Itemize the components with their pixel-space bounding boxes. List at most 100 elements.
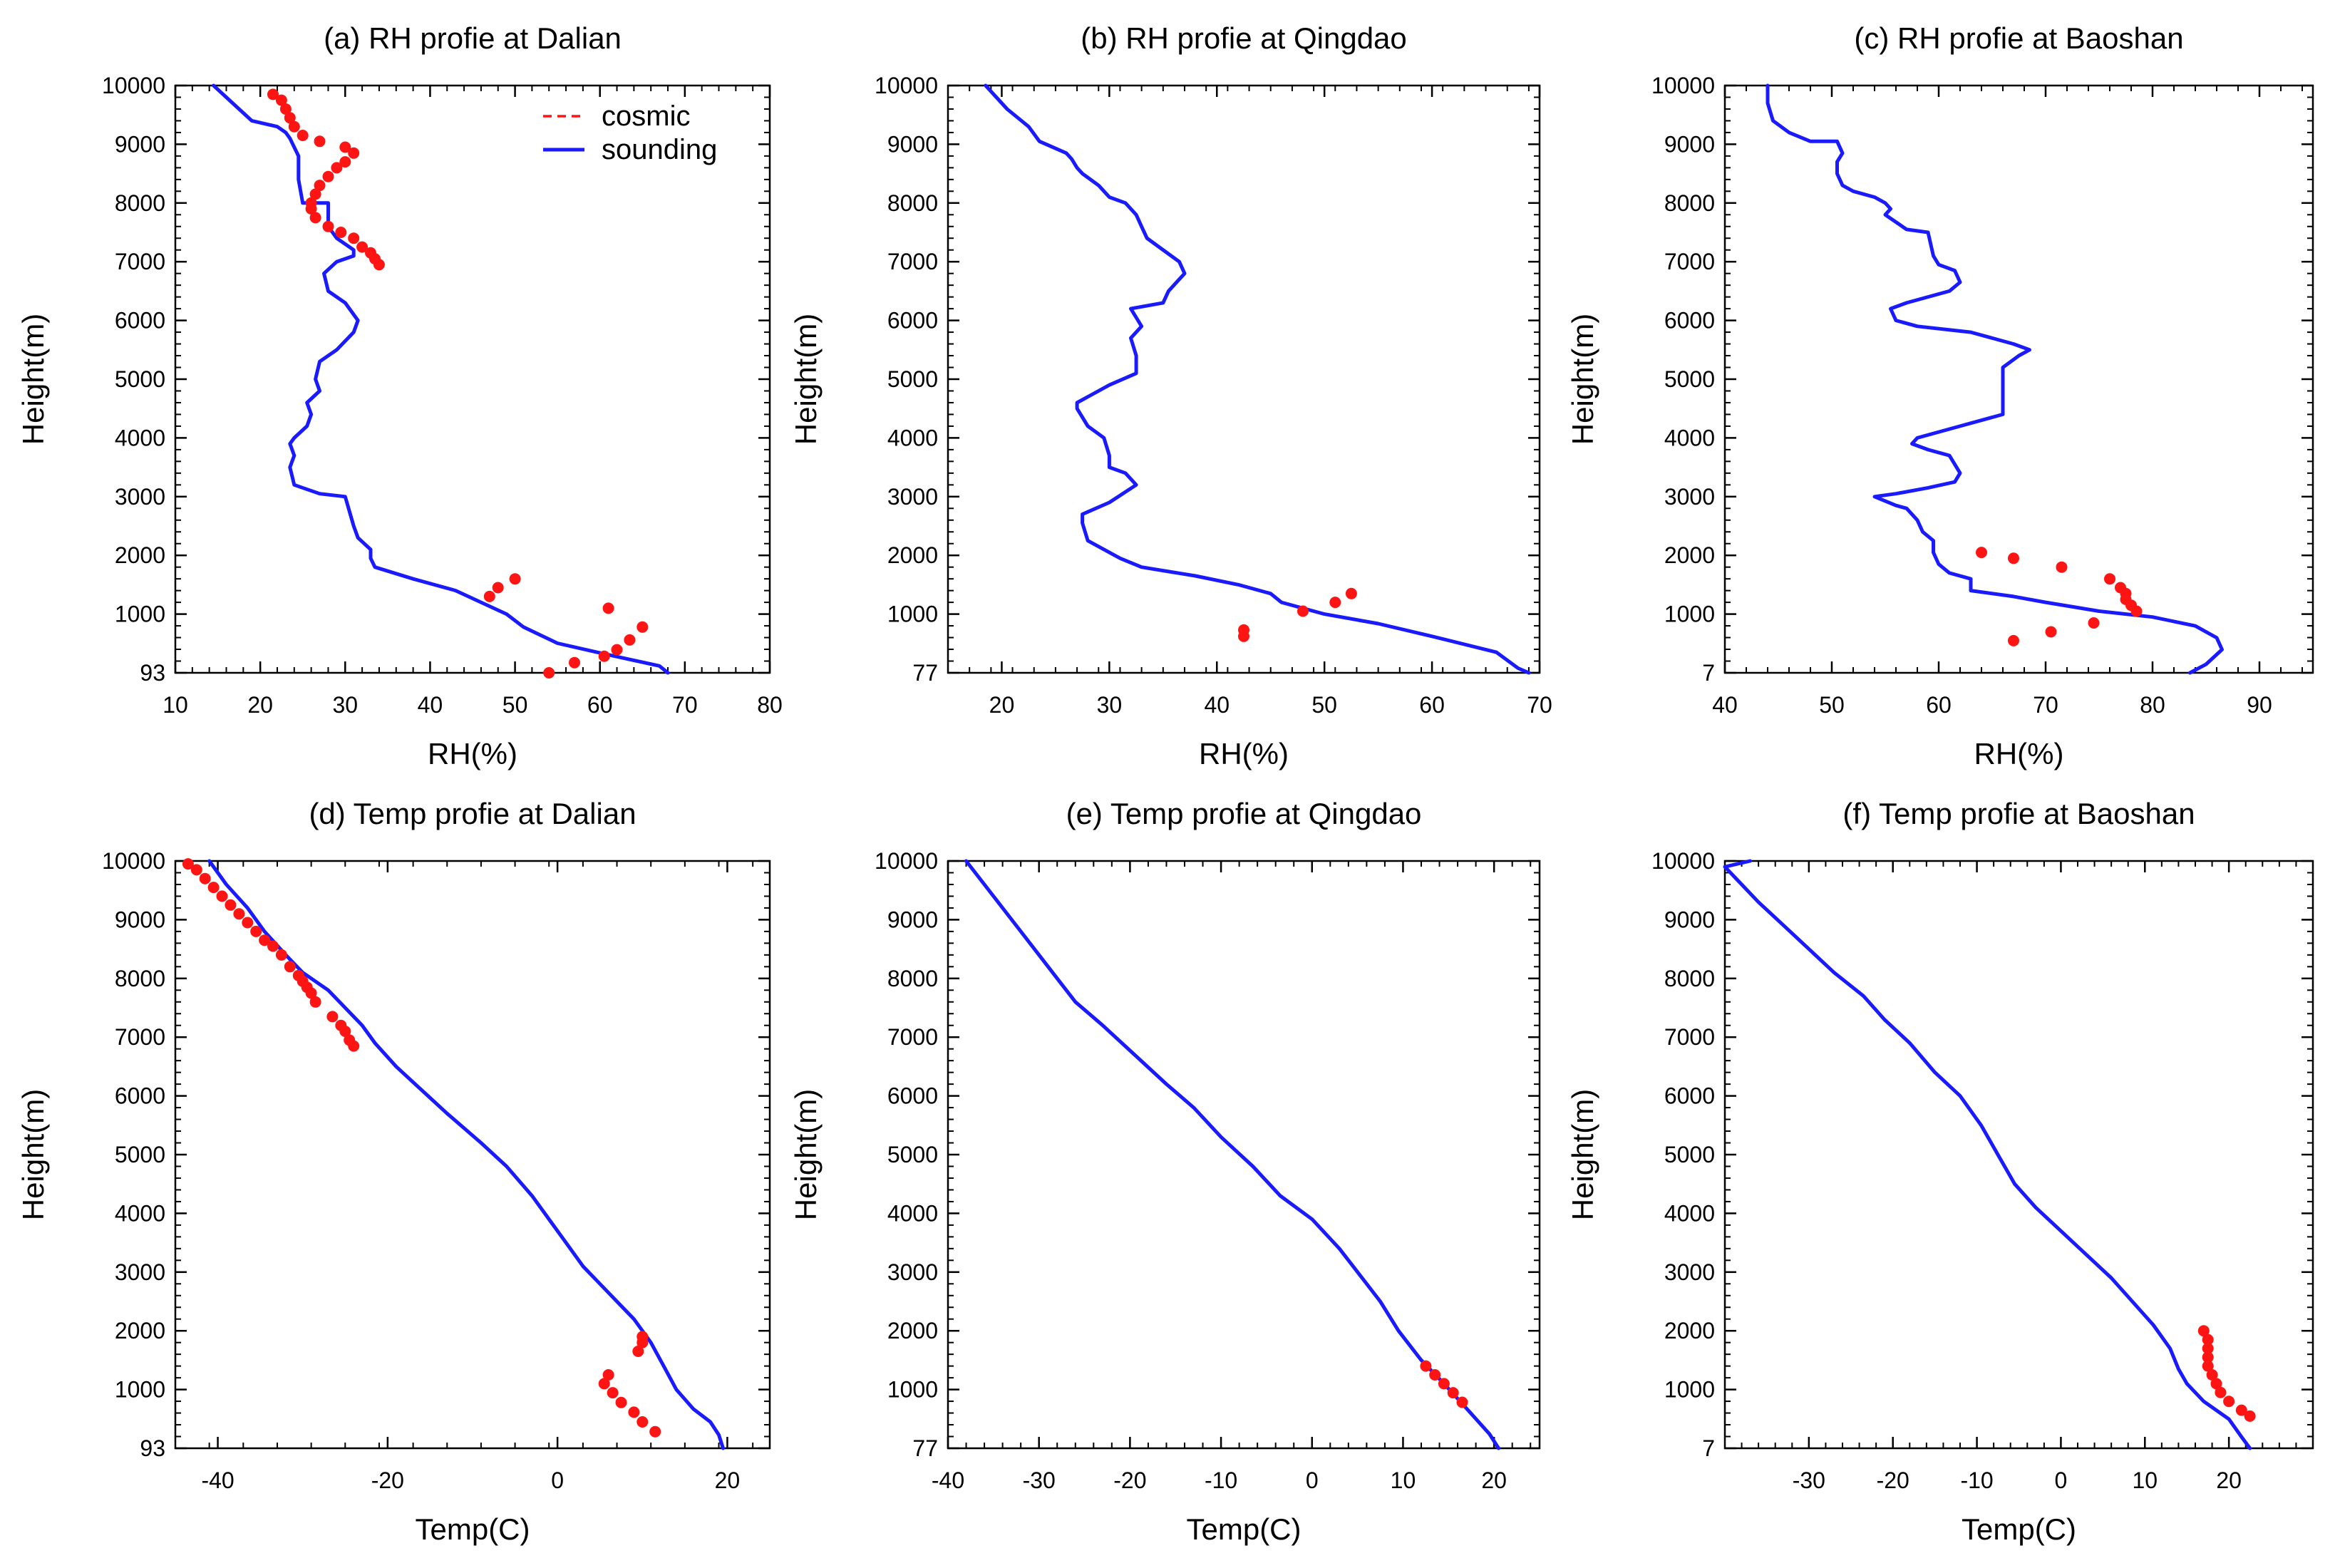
y-tick-label: 6000	[1664, 1083, 1715, 1109]
cosmic-point	[636, 1331, 649, 1343]
panel-title: (c) RH profie at Baoshan	[1854, 21, 2183, 55]
cosmic-point	[1297, 605, 1309, 617]
cosmic-point	[492, 582, 504, 594]
x-axis-label: RH(%)	[1974, 737, 2064, 770]
y-tick-label: 8000	[887, 966, 938, 991]
cosmic-point	[628, 1406, 640, 1418]
panel-title: (f) Temp profie at Baoshan	[1842, 797, 2195, 830]
cosmic-point	[225, 899, 237, 911]
cosmic-point	[314, 135, 326, 148]
y-tick-label: 77	[912, 660, 938, 686]
cosmic-point	[2008, 634, 2019, 646]
cosmic-point	[2056, 561, 2068, 573]
y-tick-label: 1000	[115, 1377, 165, 1403]
cosmic-point	[615, 1396, 627, 1408]
x-tick-label: 30	[332, 692, 358, 718]
y-tick-label: 6000	[887, 1083, 938, 1109]
panel-title: (a) RH profie at Dalian	[324, 21, 622, 55]
sounding-series-line	[212, 83, 670, 675]
panel-c: (c) RH profie at Baoshan Height(m) RH(%) 7 1…	[1566, 21, 2314, 770]
cosmic-point	[331, 162, 343, 174]
y-tick-label: 10000	[875, 848, 938, 874]
x-axis-label: Temp(C)	[415, 1512, 530, 1546]
x-tick-label: 70	[2033, 692, 2058, 718]
y-axis-label: Height(m)	[789, 314, 823, 445]
cosmic-point	[216, 890, 228, 902]
cosmic-point	[279, 103, 292, 115]
panel-d: (d) Temp profie at Dalian Height(m) Temp(C…	[16, 797, 771, 1546]
cosmic-point	[199, 872, 211, 884]
sounding-series-line	[1723, 859, 2252, 1450]
cosmic-point	[284, 112, 296, 124]
x-tick-label: 20	[715, 1468, 741, 1493]
x-tick-label: 70	[672, 692, 698, 718]
panel-e: (e) Temp profie at Qingdao Height(m) Temp(…	[789, 797, 1541, 1546]
x-tick-label: -20	[1877, 1468, 1909, 1493]
y-tick-label: 1000	[1664, 602, 1715, 627]
x-tick-label: 20	[2216, 1468, 2242, 1493]
y-tick-label: 4000	[887, 1200, 938, 1226]
panel-a: (a) RH profie at Dalian Height(m) RH(%) 93 1…	[16, 21, 783, 770]
y-tick-label: 9000	[887, 907, 938, 932]
y-tick-label: 9000	[115, 131, 165, 157]
x-tick-label: 60	[1926, 692, 1952, 718]
y-axis-label: Height(m)	[16, 1089, 50, 1220]
x-tick-label: -40	[932, 1468, 964, 1493]
y-tick-label: 3000	[1664, 484, 1715, 510]
y-tick-label: 93	[140, 660, 165, 686]
cosmic-point	[1420, 1360, 1432, 1372]
y-tick-label: 8000	[1664, 966, 1715, 991]
cosmic-point	[649, 1425, 661, 1438]
cosmic-point	[344, 1034, 356, 1046]
y-tick-label: 2000	[115, 542, 165, 568]
cosmic-point	[2008, 552, 2019, 564]
panel-title: (d) Temp profie at Dalian	[309, 797, 636, 830]
plot-frame	[1723, 860, 2314, 1450]
y-tick-label: 7000	[115, 1024, 165, 1050]
x-tick-label: 90	[2247, 692, 2272, 718]
cosmic-point	[2202, 1342, 2214, 1354]
cosmic-point	[1438, 1378, 1450, 1390]
cosmic-point	[250, 925, 262, 937]
legend-cosmic-label: cosmic	[602, 100, 690, 132]
y-tick-label: 3000	[1664, 1259, 1715, 1285]
cosmic-point	[2202, 1334, 2214, 1346]
y-tick-label: 9000	[887, 131, 938, 157]
cosmic-point	[326, 1011, 339, 1023]
cosmic-point	[275, 94, 287, 106]
cosmic-point	[292, 969, 304, 981]
x-tick-label: 60	[587, 692, 613, 718]
y-tick-label: 5000	[1664, 366, 1715, 392]
y-axis-label: Height(m)	[1566, 1089, 1599, 1220]
y-tick-label: 4000	[1664, 425, 1715, 450]
x-tick-label: 70	[1527, 692, 1552, 718]
cosmic-point	[365, 247, 376, 259]
y-tick-label: 93	[140, 1435, 165, 1461]
cosmic-point	[267, 88, 279, 100]
x-tick-label: 50	[502, 692, 528, 718]
cosmic-point	[356, 241, 368, 253]
x-tick-label: 50	[1311, 692, 1337, 718]
y-axis-label: Height(m)	[789, 1089, 823, 1220]
cosmic-point	[543, 667, 555, 679]
cosmic-point	[1429, 1369, 1441, 1381]
cosmic-point	[602, 602, 614, 614]
x-tick-label: 0	[551, 1468, 564, 1493]
plot-frame	[1723, 84, 2314, 674]
y-tick-label: 77	[912, 1435, 938, 1461]
cosmic-point	[602, 1369, 614, 1381]
y-tick-label: 4000	[115, 425, 165, 450]
cosmic-point	[598, 1378, 610, 1390]
x-axis-label: Temp(C)	[1186, 1512, 1301, 1546]
y-tick-label: 4000	[115, 1200, 165, 1226]
cosmic-point	[233, 908, 245, 920]
panel-title: (b) RH profie at Qingdao	[1081, 21, 1407, 55]
sounding-series-line	[964, 859, 1500, 1450]
cosmic-point	[2202, 1360, 2214, 1372]
cosmic-point	[335, 1019, 347, 1031]
cosmic-point	[339, 141, 351, 153]
cosmic-point	[2115, 582, 2126, 594]
y-tick-label: 2000	[1664, 1318, 1715, 1343]
cosmic-point	[2088, 617, 2100, 629]
cosmic-point	[348, 147, 360, 159]
